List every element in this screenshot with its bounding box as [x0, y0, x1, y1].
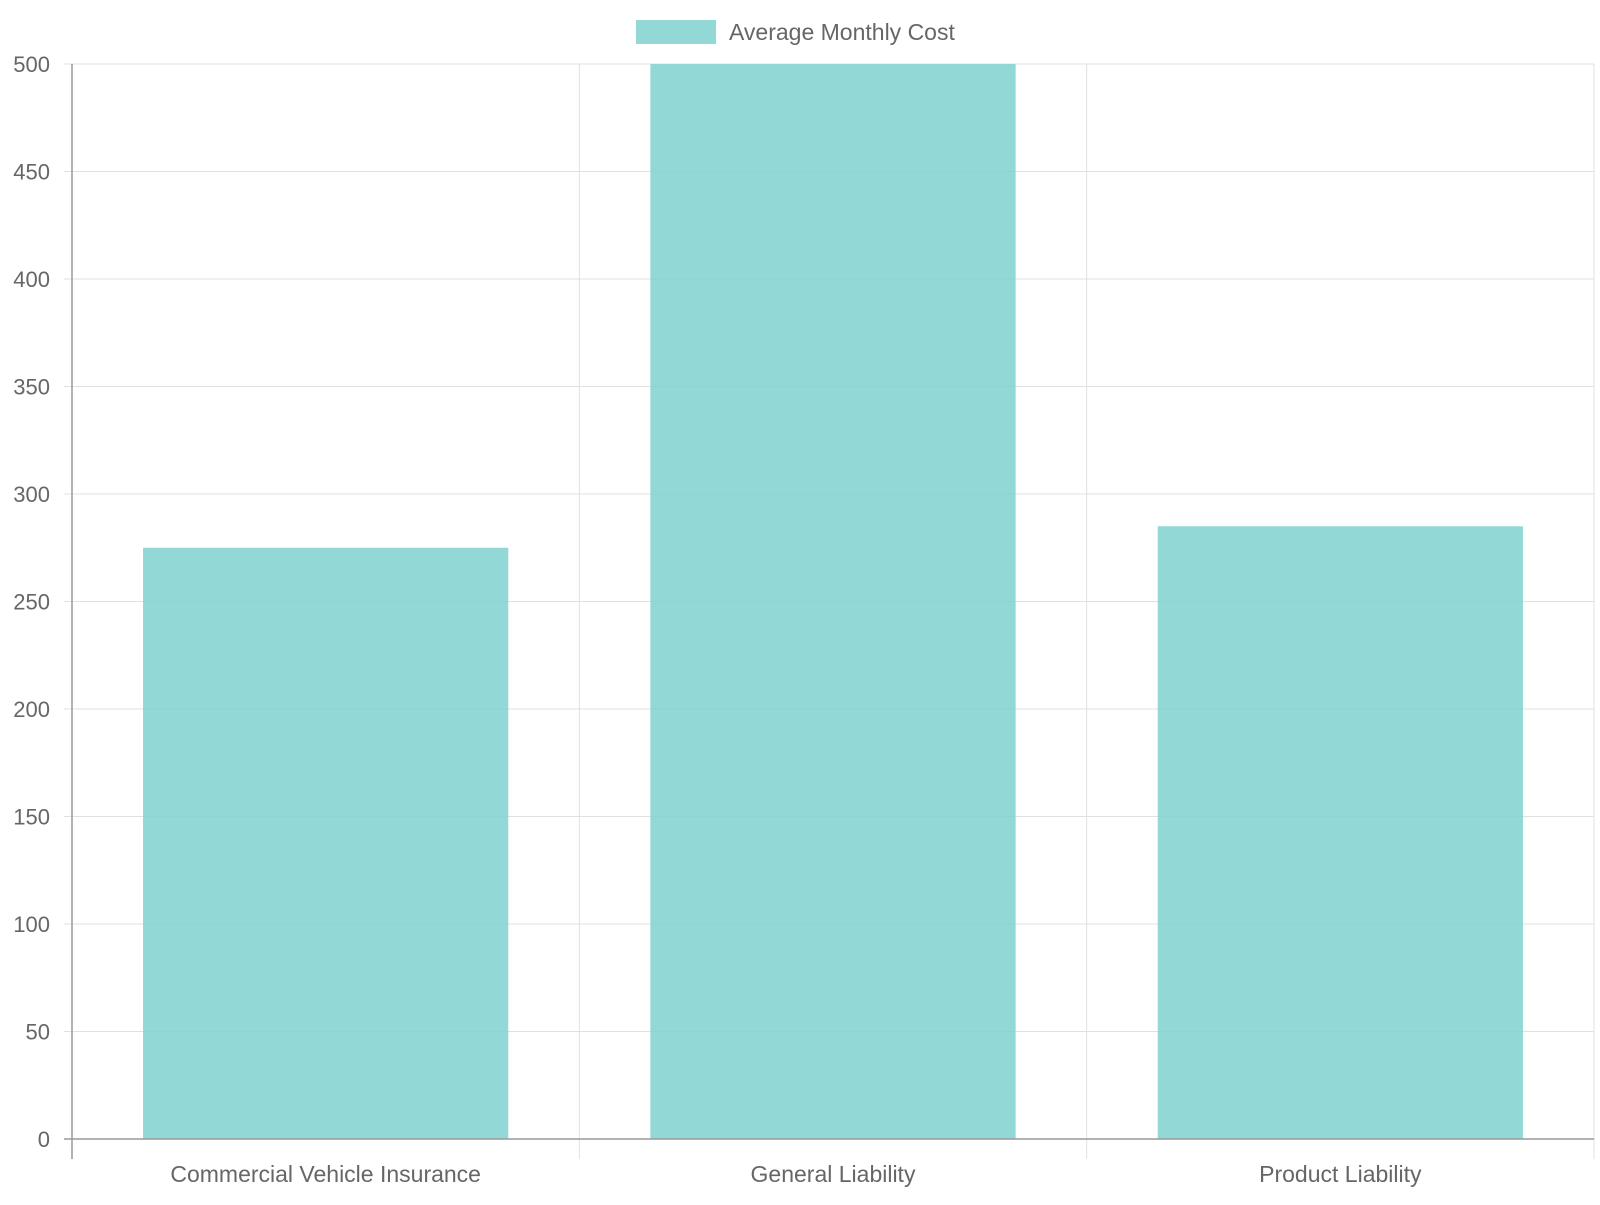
y-tick-label: 0: [38, 1127, 50, 1152]
legend[interactable]: Average Monthly Cost: [636, 19, 955, 45]
x-tick-label: Product Liability: [1259, 1161, 1422, 1187]
legend-label-average-monthly-cost[interactable]: Average Monthly Cost: [729, 19, 955, 45]
y-tick-label: 250: [13, 590, 50, 615]
x-tick-labels: Commercial Vehicle Insurance General Liab…: [170, 1161, 1422, 1187]
y-tick-label: 150: [13, 805, 50, 830]
y-tick-label: 300: [13, 482, 50, 507]
y-tick-label: 100: [13, 912, 50, 937]
legend-swatch[interactable]: [636, 20, 716, 44]
bar-commercial-vehicle-insurance[interactable]: [143, 547, 509, 1139]
y-tick-label: 500: [13, 52, 50, 77]
x-tick-label: General Liability: [751, 1161, 916, 1187]
y-tick-label: 200: [13, 697, 50, 722]
y-tick-label: 450: [13, 160, 50, 185]
y-tick-labels: 0 50 100 150 200 250 300 350 400 450 500: [13, 52, 50, 1152]
bar-general-liability[interactable]: [650, 64, 1016, 1139]
axes: [64, 64, 1594, 1159]
y-tick-label: 50: [26, 1020, 50, 1045]
y-tick-label: 350: [13, 375, 50, 400]
y-tick-label: 400: [13, 267, 50, 292]
x-tick-label: Commercial Vehicle Insurance: [170, 1161, 481, 1187]
bar-product-liability[interactable]: [1157, 526, 1523, 1139]
bars: [143, 64, 1523, 1139]
